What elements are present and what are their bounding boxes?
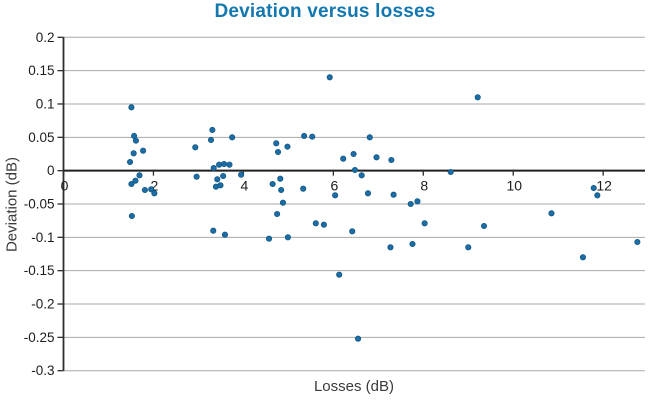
x-tick-label: 0 — [61, 178, 69, 194]
data-point — [421, 220, 428, 227]
y-tick-label: -0.15 — [24, 263, 55, 278]
data-point — [326, 74, 333, 81]
data-point — [300, 185, 307, 192]
data-point — [128, 180, 135, 188]
data-point — [388, 156, 395, 164]
data-point — [128, 104, 135, 111]
data-point — [409, 240, 416, 248]
y-tick-label: -0.2 — [31, 297, 54, 312]
x-tick-label: 2 — [151, 178, 159, 194]
data-point — [209, 126, 216, 134]
data-point — [127, 158, 134, 166]
y-tick-label: -0.25 — [24, 330, 55, 345]
y-tick-label: 0.15 — [28, 63, 54, 78]
data-point — [364, 190, 372, 197]
data-point — [594, 192, 601, 199]
y-tick-label: 0.2 — [36, 30, 55, 45]
data-point — [358, 172, 365, 179]
data-point — [480, 222, 488, 230]
data-point — [210, 227, 217, 234]
y-tick-label: -0.3 — [31, 363, 54, 378]
data-point — [193, 173, 200, 180]
data-point — [238, 171, 245, 178]
data-point — [132, 137, 139, 144]
data-point — [132, 177, 139, 184]
y-axis-title: Deviation (dB) — [3, 156, 21, 253]
data-point — [269, 180, 276, 188]
data-point — [474, 94, 481, 101]
data-point — [634, 238, 641, 246]
data-point — [128, 212, 135, 220]
data-point — [590, 184, 597, 192]
x-axis-title: Losses (dB) — [313, 378, 395, 395]
data-point — [366, 134, 373, 141]
x-tick-label: 8 — [420, 178, 428, 194]
data-point — [274, 210, 281, 218]
data-point — [130, 150, 137, 157]
data-point — [407, 200, 414, 208]
data-point — [274, 148, 282, 156]
data-point — [312, 220, 319, 227]
data-point — [136, 172, 143, 179]
data-point — [273, 140, 280, 147]
data-point — [279, 199, 287, 206]
data-point — [579, 254, 586, 261]
y-tick-label: -0.1 — [31, 230, 54, 245]
data-point — [212, 183, 220, 190]
y-tick-label: -0.05 — [24, 197, 55, 212]
data-point — [373, 154, 380, 161]
data-point — [390, 191, 397, 198]
data-point — [151, 190, 158, 197]
x-tick-label: 6 — [330, 178, 338, 194]
y-tick-label: 0.1 — [36, 96, 55, 111]
data-point — [278, 186, 285, 194]
x-tick-label: 4 — [240, 178, 248, 194]
data-point — [207, 136, 215, 144]
data-point — [226, 161, 233, 168]
data-point — [465, 244, 472, 251]
data-point — [548, 210, 555, 217]
data-point — [332, 192, 339, 199]
data-point — [221, 160, 228, 168]
data-point — [284, 234, 291, 241]
x-tick-label: 10 — [506, 178, 522, 194]
data-point — [350, 150, 357, 158]
data-point — [309, 133, 316, 140]
data-point — [301, 132, 308, 140]
data-point — [387, 244, 394, 251]
data-point — [349, 228, 356, 235]
data-point — [140, 147, 147, 154]
chart-title: Deviation versus losses — [214, 1, 436, 22]
data-point — [277, 175, 284, 182]
data-point — [284, 143, 291, 150]
x-tick-label: 12 — [596, 178, 612, 194]
data-point — [192, 144, 199, 151]
data-point — [229, 134, 236, 141]
data-point — [320, 221, 327, 228]
data-point — [265, 235, 273, 242]
data-point — [355, 335, 362, 342]
y-tick-label: 0.05 — [28, 130, 54, 145]
y-tick-label: 0 — [47, 163, 55, 178]
data-point — [148, 186, 155, 193]
data-point — [447, 168, 454, 176]
data-point — [351, 166, 358, 174]
data-point — [220, 172, 227, 180]
data-point — [214, 176, 221, 183]
data-point — [141, 186, 148, 194]
data-point — [216, 161, 223, 168]
data-point — [340, 155, 347, 162]
data-point — [414, 198, 421, 205]
data-point — [336, 271, 343, 278]
data-point — [221, 231, 229, 238]
data-point — [210, 164, 217, 172]
